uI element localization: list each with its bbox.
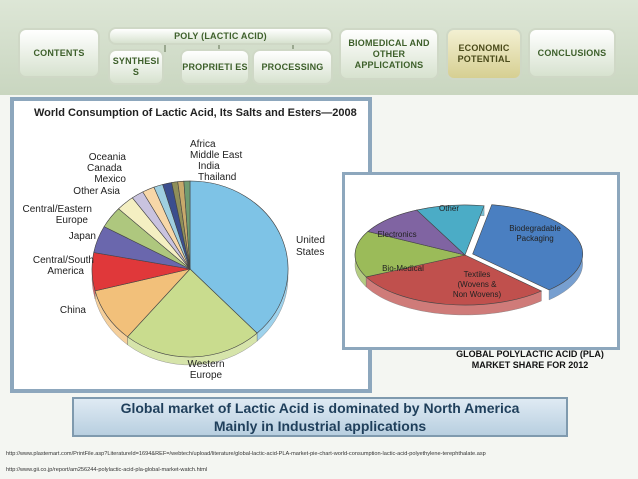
nav-poly-lactic-acid-button[interactable]: Poly (Lactic acid) <box>108 27 333 45</box>
pie-label-europe: Europe <box>56 215 89 226</box>
pie-label-biodegradable: Biodegradable <box>509 224 561 233</box>
pie-label-central-eastern-europe: Central/Eastern <box>23 204 92 215</box>
nav-contents-button[interactable]: Contents <box>18 28 100 78</box>
nav-biomedical-button[interactable]: Biomedical and other Applications <box>339 28 439 80</box>
pie-slice-thailand <box>183 180 191 270</box>
pla-market-share-pie-chart: Other Electronics Biodegradable Packagin… <box>354 204 583 316</box>
pie-label-india: India <box>198 161 220 172</box>
nav-connector <box>292 42 294 52</box>
pie-label-japan: Japan <box>69 231 96 242</box>
pie-label-electronics: Electronics <box>377 230 416 239</box>
pla-chart-caption: GLOBAL POLYLACTIC ACID (PLA) MARKET SHAR… <box>445 349 615 371</box>
pie-label-mexico: Mexico <box>94 174 126 185</box>
source-link-2[interactable]: http://www.gii.co.jp/report/am256244-pol… <box>6 467 208 473</box>
nav-processing-button[interactable]: Processing <box>252 49 333 85</box>
pie-label-thailand: Thailand <box>198 172 236 183</box>
pie-label-canada: Canada <box>87 163 122 174</box>
pie-label-oceania: Oceania <box>89 152 127 163</box>
pie-label-bio-medical: Bio-Medical <box>382 264 424 273</box>
pie-label-china: China <box>60 305 87 316</box>
caption-line-1: GLOBAL POLYLACTIC ACID (PLA) <box>456 349 604 359</box>
pie-label-other: Other <box>439 204 459 213</box>
nav-economic-potential-button[interactable]: Economic Potential <box>446 28 522 80</box>
pie-label-middle-east: Middle East <box>190 150 242 161</box>
pie-slice-biodegradable-packaging <box>472 204 583 291</box>
nav-synthesis-button[interactable]: Synthesi s <box>108 49 164 85</box>
pie-label-wovens: (Wovens & <box>458 280 498 289</box>
pie-label-america: America <box>47 266 84 277</box>
pie-label-western: Western <box>187 359 224 370</box>
pie-label-central-south: Central/South <box>33 255 94 266</box>
pie-label-textiles: Textiles <box>464 270 491 279</box>
nav-connector <box>218 42 220 52</box>
world-consumption-chart-panel: World Consumption of Lactic Acid, Its Sa… <box>10 97 372 393</box>
pie-label-europe-west: Europe <box>190 370 223 381</box>
pie-label-other-asia: Other Asia <box>73 186 120 197</box>
pie-slice-bio-medical <box>354 231 466 278</box>
pie-slice-united-states <box>189 180 289 334</box>
chart-title: World Consumption of Lactic Acid, Its Sa… <box>34 107 357 119</box>
pie-slice-western-europe <box>127 268 258 358</box>
pie-slice-other <box>416 204 485 256</box>
pie-label-united: United <box>296 235 325 246</box>
banner-line-1: Global market of Lactic Acid is dominate… <box>120 400 520 416</box>
world-consumption-pie-chart: Oceania Africa Middle East India Thailan… <box>23 139 325 381</box>
nav-conclusions-button[interactable]: Conclusions <box>528 28 616 78</box>
source-link-1[interactable]: http://www.plastemart.com/PrintFile.asp?… <box>6 451 486 457</box>
pla-market-share-chart-panel: Other Electronics Biodegradable Packagin… <box>342 172 620 350</box>
summary-banner: Global market of Lactic Acid is dominate… <box>72 397 568 437</box>
pie-label-states: States <box>296 247 324 258</box>
pie-label-packaging: Packaging <box>516 234 553 243</box>
nav-connector <box>164 42 166 52</box>
caption-line-2: MARKET SHARE FOR 2012 <box>471 360 589 370</box>
banner-line-2: Mainly in Industrial applications <box>213 418 427 434</box>
pie-label-africa: Africa <box>190 139 216 150</box>
nav-properties-button[interactable]: Proprieti es <box>180 49 250 85</box>
pie-label-non-wovens: Non Wovens) <box>453 290 502 299</box>
